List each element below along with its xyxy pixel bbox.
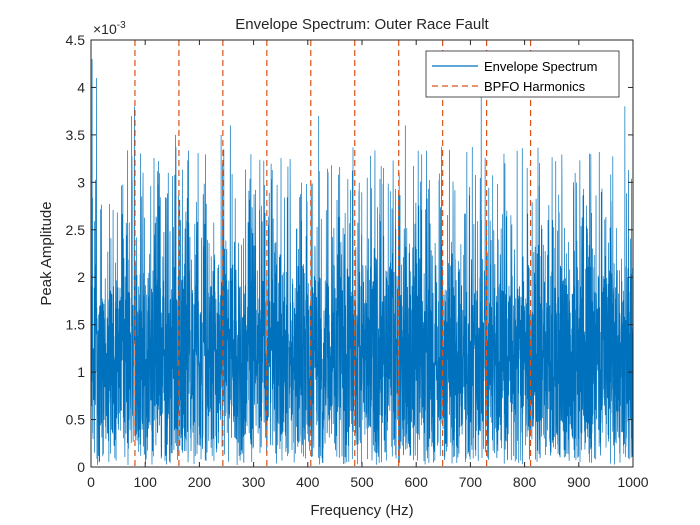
x-tick-label: 300	[242, 474, 266, 490]
y-tick-label: 1.5	[66, 317, 86, 333]
x-tick-label: 200	[188, 474, 212, 490]
x-tick-label: 500	[350, 474, 374, 490]
y-tick-label: 1	[77, 364, 85, 380]
y-tick-label: 4.5	[66, 32, 86, 48]
y-tick-label: 3.5	[66, 127, 86, 143]
x-axis-label: Frequency (Hz)	[310, 502, 413, 519]
envelope-spectrum-line	[91, 58, 633, 466]
y-tick-label: 2.5	[66, 222, 86, 238]
y-tick-label: 4	[77, 79, 85, 95]
x-tick-label: 400	[296, 474, 320, 490]
legend-label-bpfo-harmonics: BPFO Harmonics	[484, 79, 586, 94]
y-axis-exponent: ×10-3	[93, 20, 126, 37]
axes: 0 100 200 300 400 500 600 700 800 900 1000 0 0.5 1 1.…	[66, 32, 649, 490]
y-tick-label: 0	[77, 459, 85, 475]
y-tick-label: 2	[77, 269, 85, 285]
x-tick-label: 100	[134, 474, 158, 490]
y-axis-ticks: 0 0.5 1 1.5 2 2.5 3 3.5 4 4.5	[66, 32, 633, 475]
legend-box	[425, 50, 620, 98]
x-tick-label: 1000	[617, 474, 648, 490]
x-tick-label: 0	[87, 474, 95, 490]
x-tick-label: 900	[567, 474, 591, 490]
y-tick-label: 3	[77, 174, 85, 190]
x-tick-label: 600	[405, 474, 429, 490]
x-tick-label: 800	[513, 474, 537, 490]
y-tick-label: 0.5	[66, 412, 86, 428]
x-tick-label: 700	[459, 474, 483, 490]
legend-label-envelope-spectrum: Envelope Spectrum	[484, 59, 597, 74]
chart-title: Envelope Spectrum: Outer Race Fault	[235, 16, 489, 33]
legend: Envelope Spectrum BPFO Harmonics	[425, 50, 620, 98]
bpfo-harmonics-lines	[134, 40, 532, 467]
y-axis-label: Peak Amplitude	[38, 201, 55, 305]
x-axis-ticks: 0 100 200 300 400 500 600 700 800 900 1000	[87, 40, 649, 490]
